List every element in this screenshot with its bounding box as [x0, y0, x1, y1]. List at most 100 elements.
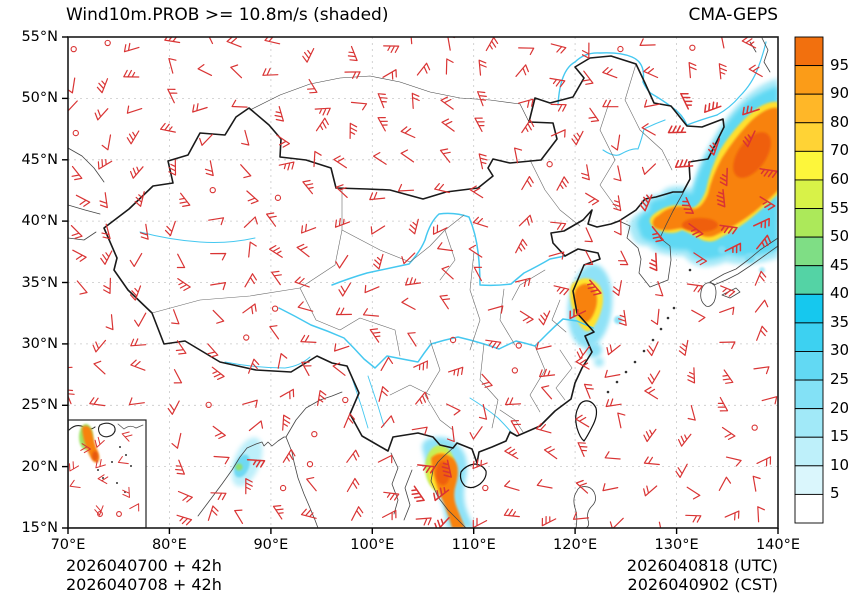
- ryukyu-islands: [606, 268, 692, 394]
- wind-barb: [378, 386, 389, 402]
- wind-barb: [469, 185, 484, 199]
- colorbar-band: [794, 150, 824, 181]
- wind-barb: [269, 325, 280, 340]
- wind-barb: [757, 506, 765, 523]
- vietnam-coast: [430, 447, 467, 528]
- province-line: [389, 384, 431, 396]
- wind-barb: [93, 360, 106, 375]
- lat-label-30°N: 30°N: [21, 335, 58, 352]
- wind-barb: [89, 397, 106, 407]
- burma-india-border: [285, 391, 343, 438]
- wind-barb: [179, 192, 191, 207]
- wind-barb: [472, 517, 488, 528]
- wind-barb: [541, 385, 553, 400]
- wind-barb: [478, 404, 488, 420]
- wind-barb: [364, 284, 380, 294]
- japan-kyushu: [700, 282, 717, 307]
- wind-barb: [538, 310, 551, 326]
- wind-barb: [297, 301, 314, 312]
- wind-barb: [434, 183, 450, 194]
- colorbar-band: [794, 122, 824, 152]
- wind-barb: [343, 413, 356, 429]
- wind-barb: [282, 414, 291, 431]
- wind-barb: [294, 276, 310, 288]
- colorbar-band: [794, 236, 824, 267]
- wind-barb: [75, 194, 91, 207]
- wind-barb: [167, 88, 178, 104]
- lon-label-120°E: 120°E: [553, 537, 598, 553]
- wind-barb: [518, 214, 533, 227]
- wind-barb: [569, 308, 587, 320]
- wind-barb: [300, 508, 317, 519]
- wind-barb: [588, 107, 600, 123]
- wind-barb: [611, 134, 621, 151]
- wind-barb: [604, 369, 621, 378]
- wind-barb: [380, 415, 395, 428]
- wind-barb: [126, 130, 140, 145]
- wind-barb: [753, 217, 770, 229]
- wind-barb: [278, 161, 295, 171]
- province-line: [469, 251, 481, 351]
- wind-barb: [230, 64, 243, 79]
- wind-barb: [521, 176, 534, 191]
- calm-circle: [70, 45, 77, 53]
- wind-barb: [301, 361, 312, 376]
- brahmaputra-river: [224, 356, 311, 369]
- wind-barb: [720, 285, 736, 297]
- wind-barb: [207, 505, 219, 521]
- wind-barb: [96, 78, 109, 94]
- wind-barb: [504, 446, 519, 460]
- wind-barb: [434, 517, 450, 528]
- wind-barb: [759, 168, 778, 178]
- island-dot: [659, 327, 663, 331]
- wind-barb: [349, 122, 358, 139]
- wind-barb: [571, 130, 584, 146]
- pearl-river: [469, 397, 512, 433]
- wind-barb: [432, 224, 448, 235]
- init-time-utc: 2026040700 + 42h: [66, 556, 222, 575]
- wind-barb: [583, 383, 594, 399]
- wind-barb: [721, 426, 736, 440]
- wind-barb: [649, 252, 658, 272]
- shaded-core-jiangsu: [574, 283, 597, 323]
- shaded-core-dark: [436, 461, 450, 485]
- wind-barb: [208, 217, 225, 226]
- wind-barb: [97, 159, 113, 170]
- wind-barb: [241, 129, 250, 146]
- wind-barb: [335, 184, 348, 198]
- wind-barb: [101, 134, 112, 151]
- colorbar-label-95: 95: [830, 55, 850, 74]
- wind-barb: [686, 283, 703, 293]
- wind-barb: [704, 101, 722, 113]
- wind-barb: [514, 147, 523, 164]
- wind-barb: [407, 332, 417, 347]
- wind-barb: [103, 277, 111, 294]
- lon-label-130°E: 130°E: [654, 537, 699, 553]
- wind-barb: [650, 308, 660, 325]
- colorbar-label-20: 20: [830, 398, 850, 417]
- salween-river: [351, 377, 369, 429]
- calm-circle: [116, 511, 122, 517]
- calm-circle: [274, 194, 282, 201]
- province-line: [151, 187, 343, 314]
- island-dot: [633, 360, 637, 364]
- wind-barb: [68, 389, 75, 405]
- yellow-river: [331, 212, 566, 287]
- india-burma-coast: [197, 436, 319, 528]
- wind-barb: [362, 308, 380, 317]
- lat-label-45°N: 45°N: [21, 151, 58, 168]
- wind-barb: [140, 223, 149, 240]
- wind-barb: [581, 42, 590, 59]
- wind-barb: [473, 266, 483, 282]
- province-line: [529, 159, 581, 227]
- wind-barb: [687, 405, 696, 421]
- calm-circle: [311, 430, 318, 438]
- wind-barb: [536, 479, 553, 489]
- calm-circle: [546, 161, 553, 168]
- wind-barb: [675, 463, 688, 478]
- wind-barb: [686, 486, 701, 500]
- wind-barb: [641, 163, 656, 175]
- wind-barb: [411, 485, 425, 502]
- wind-barb: [644, 99, 660, 108]
- wind-barb: [643, 66, 659, 79]
